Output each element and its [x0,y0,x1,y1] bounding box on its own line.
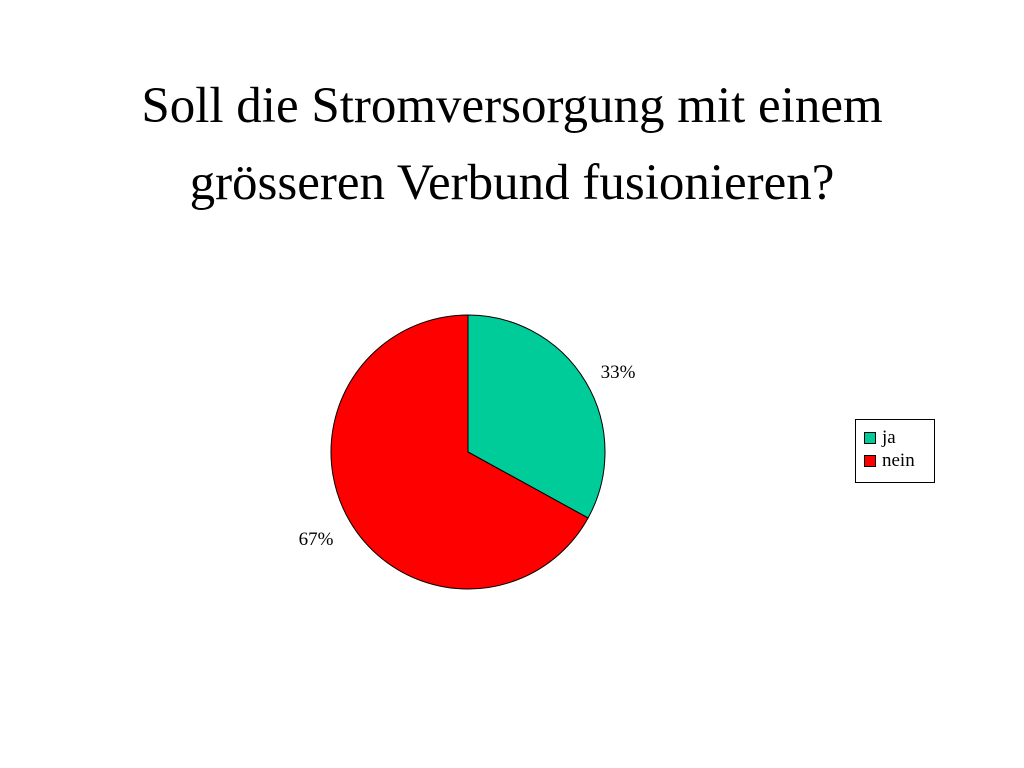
legend-swatch-ja [864,432,876,444]
pie-slice-nein [330,314,589,590]
legend-label-ja: ja [882,427,896,448]
legend-item-ja: ja [864,427,896,449]
title-line-2: grösseren Verbund fusionieren? [189,155,835,211]
title-line-1: Soll die Stromversorgung mit einem [141,78,883,134]
legend-label-nein: nein [882,450,915,471]
pie-slice-ja [467,314,606,519]
legend-item-nein: nein [864,450,915,472]
chart-legend: ja nein [855,419,935,483]
data-label-ja: 33% [601,362,636,383]
data-label-nein: 67% [299,529,334,550]
legend-swatch-nein [864,455,876,467]
slide-title: Soll die Stromversorgung mit einem gröss… [0,68,1024,222]
